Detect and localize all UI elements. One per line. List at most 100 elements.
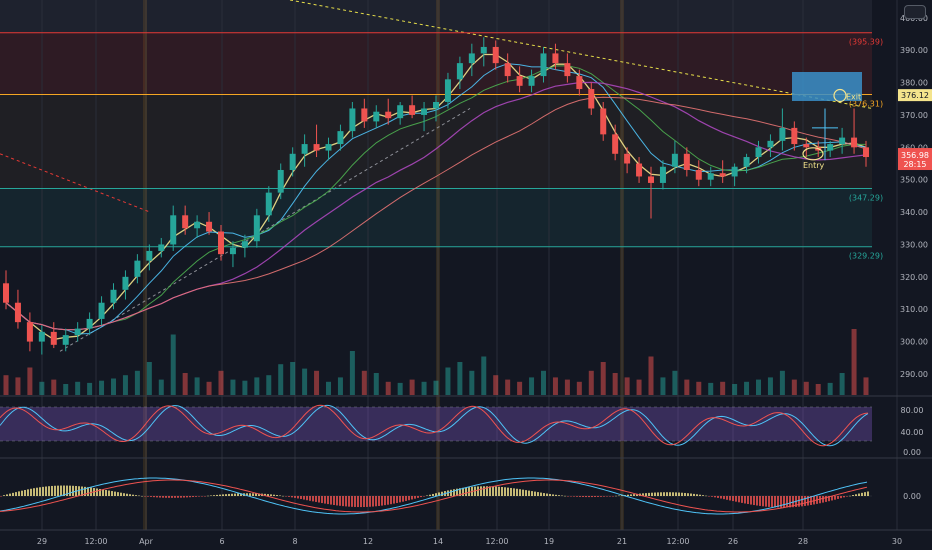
volume-bar-61	[732, 384, 738, 395]
macd-bar-254	[762, 496, 764, 507]
candle-28	[337, 124, 344, 151]
macd-bar-3	[9, 493, 11, 496]
candle-body-60	[719, 173, 726, 177]
candle-body-58	[695, 169, 702, 180]
candle-34	[409, 95, 416, 119]
volume-bar-27	[326, 381, 331, 395]
volume-bar-6	[75, 381, 81, 395]
volume-bar-16	[194, 377, 200, 395]
price-tick-9: 380.00	[900, 79, 928, 88]
candle-4	[50, 322, 57, 349]
level-label-1: (376.31)	[849, 100, 883, 109]
macd-bar-45	[135, 495, 137, 496]
trade-annotations: Entry Exit	[792, 72, 862, 170]
volume-bar-2	[27, 367, 33, 395]
candle-body-11	[134, 260, 141, 277]
candle-body-8	[98, 302, 105, 319]
macd-bar-114	[342, 496, 344, 507]
macd-bar-103	[309, 496, 311, 501]
macd-bar-151	[453, 489, 455, 496]
macd-bar-43	[129, 494, 131, 496]
candle-49	[588, 82, 595, 115]
volume-bar-1	[15, 377, 21, 395]
macd-bar-190	[570, 496, 572, 497]
volume-bar-33	[397, 382, 403, 395]
candle-body-51	[612, 134, 619, 154]
candle-body-3	[38, 331, 45, 342]
macd-bar-119	[357, 496, 359, 508]
macd-bar-268	[804, 496, 806, 506]
candle-50	[600, 101, 607, 141]
candle-body-29	[349, 108, 356, 132]
macd-bar-10	[30, 488, 32, 496]
macd-bar-174	[522, 489, 524, 496]
macd-bar-231	[693, 493, 695, 496]
macd-bar-126	[378, 496, 380, 506]
candle-56	[671, 140, 678, 174]
macd-bar-230	[690, 493, 692, 496]
volume-bar-32	[385, 381, 391, 395]
volume-bar-4	[51, 379, 57, 395]
macd-bar-96	[288, 496, 290, 497]
macd-bar-279	[837, 496, 839, 499]
macd-bar-112	[336, 496, 338, 506]
macd-bar-216	[648, 492, 650, 496]
macd-bar-135	[405, 496, 407, 501]
macd-bar-286	[858, 493, 860, 496]
macd-bar-143	[429, 494, 431, 496]
candle-1	[14, 289, 21, 329]
macd-bar-220	[660, 492, 662, 496]
macd-bar-226	[678, 492, 680, 496]
red-trendline	[0, 153, 151, 213]
macd-bar-206	[618, 495, 620, 497]
volume-bar-51	[612, 373, 618, 395]
candle-20	[241, 234, 248, 258]
volume-bar-19	[230, 379, 236, 395]
macd-bar-50	[150, 496, 152, 497]
macd-bar-192	[576, 496, 578, 497]
candle-body-45	[540, 53, 547, 77]
candle-32	[385, 98, 392, 125]
macd-bar-258	[774, 496, 776, 508]
macd-tick-0: 0.00	[903, 492, 921, 501]
candle-21	[253, 208, 260, 248]
candle-44	[528, 69, 535, 93]
macd-bar-19	[57, 485, 59, 496]
macd-bar-223	[669, 492, 671, 496]
volume-bar-62	[744, 381, 750, 395]
macd-bar-194	[582, 496, 584, 498]
candle-18	[218, 225, 224, 261]
candle-body-38	[456, 63, 463, 80]
macd-bar-199	[597, 496, 599, 497]
macd-bar-162	[486, 486, 488, 496]
candle-31	[373, 105, 380, 128]
candle-body-4	[50, 331, 57, 345]
macd-bar-24	[72, 485, 74, 496]
macd-bar-38	[114, 491, 116, 496]
macd-bar-280	[840, 496, 842, 499]
macd-bar-98	[294, 496, 296, 498]
macd-bar-109	[327, 496, 329, 505]
macd-bar-115	[345, 496, 347, 507]
candle-3	[38, 325, 45, 355]
macd-bar-23	[69, 485, 71, 496]
volume-bar-7	[87, 382, 93, 395]
session-highlight-0	[143, 0, 147, 530]
time-tick-10: 12:00	[666, 537, 689, 546]
macd-bar-227	[681, 492, 683, 496]
time-tick-8: 19	[544, 537, 554, 546]
macd-bar-184	[552, 494, 554, 496]
macd-bar-189	[567, 496, 569, 497]
volume-bar-67	[803, 381, 809, 395]
macd-bar-201	[603, 496, 605, 497]
macd-bar-97	[291, 496, 293, 498]
macd-bar-70	[210, 495, 212, 496]
macd-bar-269	[807, 496, 809, 506]
volume-bar-13	[158, 379, 164, 395]
macd-bar-171	[513, 488, 515, 496]
macd-bar-204	[612, 496, 614, 497]
menu-button[interactable]	[904, 5, 926, 19]
volume-bar-24	[290, 362, 296, 395]
